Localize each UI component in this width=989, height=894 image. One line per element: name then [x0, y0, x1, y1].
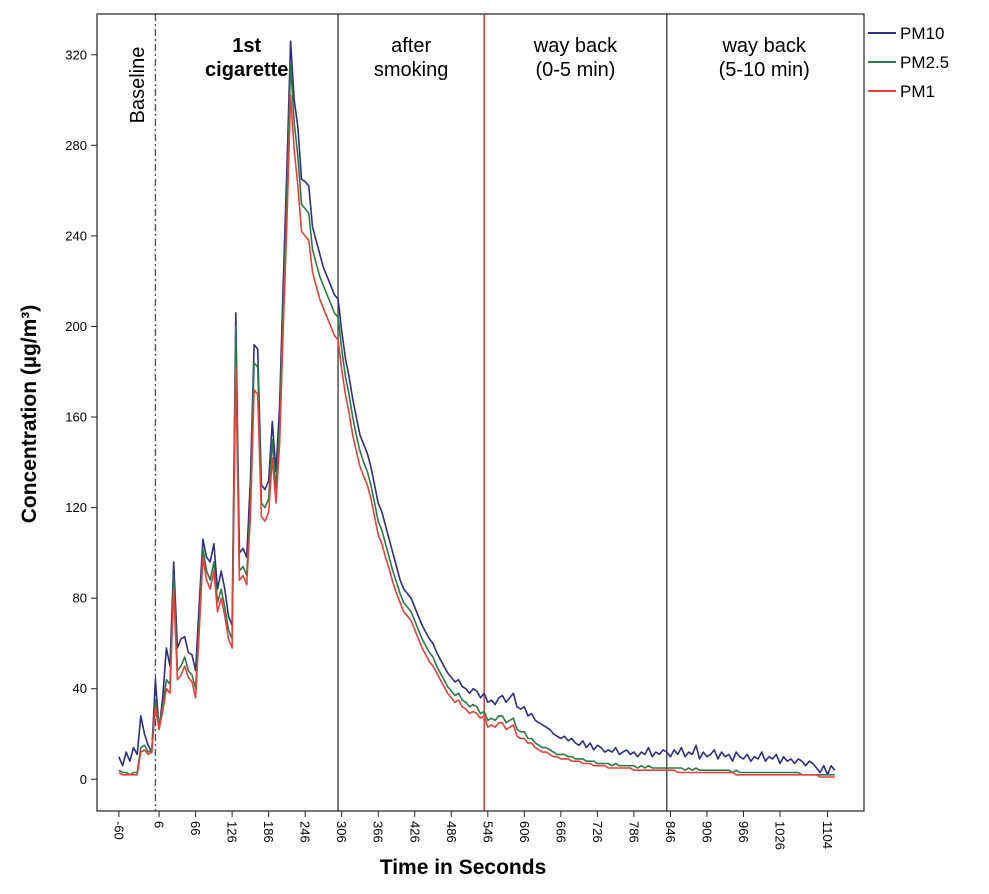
x-tick-label: 1026: [772, 821, 787, 850]
x-tick-label: 6: [152, 821, 167, 828]
x-tick-label: 126: [225, 821, 240, 843]
x-tick-label: 1104: [820, 821, 835, 849]
region-label-3-line-1: after: [391, 35, 431, 57]
y-tick-label: 0: [80, 772, 87, 787]
y-axis-title: Concentration (µg/m³): [18, 305, 41, 524]
x-tick-label: 666: [553, 821, 568, 843]
x-tick-label: 966: [736, 821, 751, 843]
region-label-5-line-1: way back: [721, 35, 806, 57]
y-tick-label: 320: [65, 47, 87, 62]
x-tick-label: 246: [298, 821, 313, 843]
x-axis-title: Time in Seconds: [380, 856, 547, 879]
x-tick-label: -60: [111, 821, 126, 840]
y-axis: 0 40 80 120 160 200 240 280 320: [65, 47, 97, 787]
region-label-3-line-2: smoking: [374, 59, 448, 81]
region-label-2-line-2: cigarette: [205, 59, 288, 81]
series-line-pm1: [118, 94, 835, 778]
region-label-5-line-2: (5-10 min): [719, 59, 810, 81]
x-tick-label: 786: [626, 821, 641, 843]
legend-label-1: PM10: [900, 24, 944, 43]
region-label-4-line-1: way back: [533, 35, 618, 57]
x-tick-label: 486: [444, 821, 459, 843]
x-axis: -60 6 66 126 186 246 306 366 426 486 546 606 666 726 7…: [111, 811, 835, 850]
y-tick-label: 200: [65, 319, 87, 334]
region-label-4-line-2: (0-5 min): [535, 59, 615, 81]
x-tick-label: 906: [699, 821, 714, 843]
x-tick-label: 846: [663, 821, 678, 843]
y-tick-label: 160: [65, 410, 87, 425]
legend: PM10 PM2.5 PM1: [868, 24, 949, 101]
series-lines: [118, 40, 836, 778]
region-label-2-line-1: 1st: [232, 35, 261, 57]
y-tick-label: 80: [73, 591, 87, 606]
x-tick-label: 66: [188, 821, 203, 835]
x-tick-label: 546: [480, 821, 495, 843]
plot-frame: [96, 13, 865, 812]
y-tick-label: 40: [73, 681, 87, 696]
x-tick-label: 366: [371, 821, 386, 843]
x-tick-label: 426: [407, 821, 422, 843]
phase-dividers: [154, 14, 668, 811]
x-tick-label: 726: [590, 821, 605, 843]
legend-label-2: PM2.5: [900, 53, 949, 72]
x-tick-label: 186: [261, 821, 276, 843]
y-tick-label: 120: [65, 500, 87, 515]
region-label-1: Baseline: [127, 47, 149, 124]
y-tick-label: 240: [65, 228, 87, 243]
x-tick-label: 306: [334, 821, 349, 843]
y-tick-label: 280: [65, 138, 87, 153]
legend-label-3: PM1: [900, 82, 935, 101]
x-tick-label: 606: [517, 821, 532, 843]
